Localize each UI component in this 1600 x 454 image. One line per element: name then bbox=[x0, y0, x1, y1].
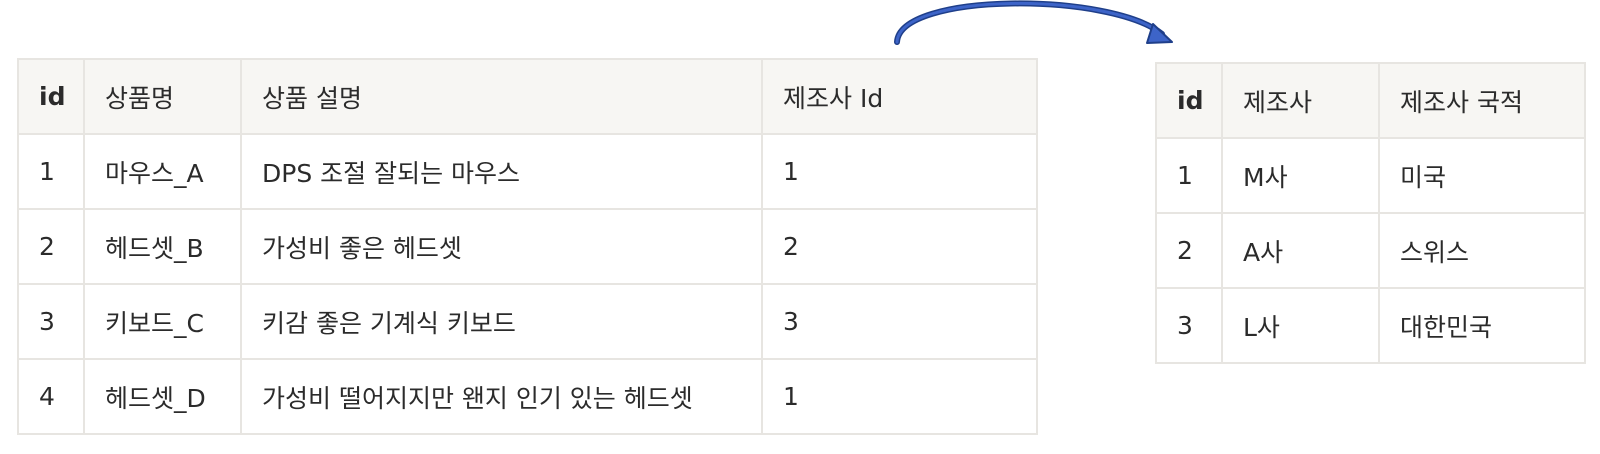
relation-arrow-head bbox=[1146, 23, 1173, 44]
products-cell-id: 4 bbox=[17, 358, 85, 435]
products-header-name: 상품명 bbox=[83, 58, 242, 135]
products-cell-name: 마우스_A bbox=[83, 133, 242, 210]
table-row: 4 헤드셋_D 가성비 떨어지지만 왠지 인기 있는 헤드셋 1 bbox=[17, 358, 1038, 435]
relation-arrow-curve bbox=[894, 0, 1165, 45]
products-table: id 상품명 상품 설명 제조사 Id 1 마우스_A DPS 조절 잘되는 마… bbox=[17, 58, 1038, 435]
table-row: 2 A사 스위스 bbox=[1155, 212, 1586, 289]
manufacturers-header-country: 제조사 국적 bbox=[1378, 62, 1586, 139]
products-cell-name: 키보드_C bbox=[83, 283, 242, 360]
manufacturers-cell-name: M사 bbox=[1221, 137, 1380, 214]
products-cell-id: 3 bbox=[17, 283, 85, 360]
products-cell-description: 키감 좋은 기계식 키보드 bbox=[240, 283, 763, 360]
products-cell-maker-id: 2 bbox=[761, 208, 1038, 285]
products-cell-maker-id: 3 bbox=[761, 283, 1038, 360]
products-cell-id: 1 bbox=[17, 133, 85, 210]
products-header-maker-id: 제조사 Id bbox=[761, 58, 1038, 135]
products-cell-name: 헤드셋_B bbox=[83, 208, 242, 285]
manufacturers-header-id: id bbox=[1155, 62, 1223, 139]
products-cell-description: DPS 조절 잘되는 마우스 bbox=[240, 133, 763, 210]
table-row: 2 헤드셋_B 가성비 좋은 헤드셋 2 bbox=[17, 208, 1038, 285]
manufacturers-table: id 제조사 제조사 국적 1 M사 미국 2 A사 스위스 3 L사 대한민국 bbox=[1155, 62, 1586, 364]
manufacturers-cell-id: 1 bbox=[1155, 137, 1223, 214]
manufacturers-cell-name: A사 bbox=[1221, 212, 1380, 289]
manufacturers-header-row: id 제조사 제조사 국적 bbox=[1155, 62, 1586, 139]
products-cell-name: 헤드셋_D bbox=[83, 358, 242, 435]
products-cell-maker-id: 1 bbox=[761, 133, 1038, 210]
products-header-description: 상품 설명 bbox=[240, 58, 763, 135]
manufacturers-cell-name: L사 bbox=[1221, 287, 1380, 364]
table-row: 3 키보드_C 키감 좋은 기계식 키보드 3 bbox=[17, 283, 1038, 360]
table-row: 1 마우스_A DPS 조절 잘되는 마우스 1 bbox=[17, 133, 1038, 210]
manufacturers-cell-id: 3 bbox=[1155, 287, 1223, 364]
products-cell-id: 2 bbox=[17, 208, 85, 285]
relation-arrow-curve-highlight bbox=[895, 1, 1164, 44]
manufacturers-cell-country: 대한민국 bbox=[1378, 287, 1586, 364]
table-row: 1 M사 미국 bbox=[1155, 137, 1586, 214]
products-cell-description: 가성비 떨어지지만 왠지 인기 있는 헤드셋 bbox=[240, 358, 763, 435]
manufacturers-cell-id: 2 bbox=[1155, 212, 1223, 289]
manufacturers-cell-country: 스위스 bbox=[1378, 212, 1586, 289]
products-header-id: id bbox=[17, 58, 85, 135]
products-cell-description: 가성비 좋은 헤드셋 bbox=[240, 208, 763, 285]
products-cell-maker-id: 1 bbox=[761, 358, 1038, 435]
products-header-row: id 상품명 상품 설명 제조사 Id bbox=[17, 58, 1038, 135]
table-row: 3 L사 대한민국 bbox=[1155, 287, 1586, 364]
manufacturers-cell-country: 미국 bbox=[1378, 137, 1586, 214]
manufacturers-header-name: 제조사 bbox=[1221, 62, 1380, 139]
